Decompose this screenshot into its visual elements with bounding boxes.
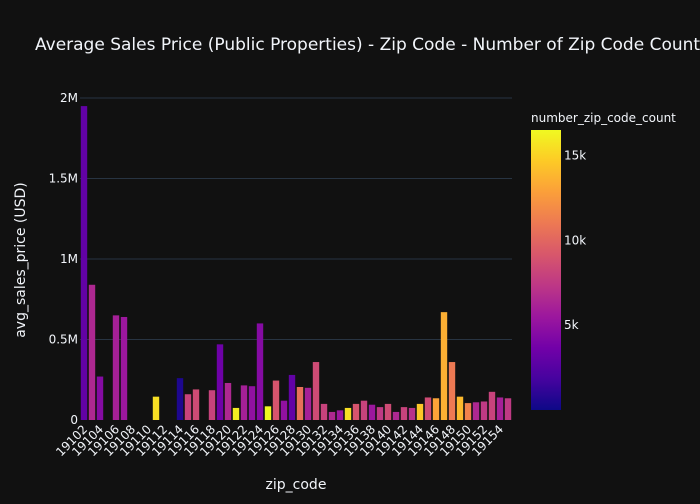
bar — [384, 403, 392, 420]
bar — [336, 410, 344, 420]
y-tick-label: 1M — [60, 252, 78, 266]
bar — [360, 400, 368, 420]
bar — [504, 398, 512, 420]
bar — [328, 411, 336, 420]
bar — [472, 402, 480, 420]
bar — [488, 391, 496, 420]
colorbar-tick-label: 15k — [564, 148, 586, 162]
bar — [408, 407, 416, 420]
y-axis-title: avg_sales_price (USD) — [13, 182, 29, 338]
bar — [320, 403, 328, 420]
y-axis-ticks: 0 0.5M 1M 1.5M 2M — [49, 91, 78, 427]
bar — [288, 374, 296, 420]
bar — [120, 316, 128, 420]
bar — [208, 390, 216, 420]
bar — [96, 376, 104, 420]
bar — [112, 315, 120, 420]
bar — [248, 386, 256, 420]
bar — [464, 403, 472, 420]
bar — [152, 396, 160, 420]
bar — [392, 411, 400, 420]
bar — [480, 401, 488, 420]
bars — [80, 106, 512, 420]
bar — [368, 404, 376, 420]
bar — [456, 396, 464, 420]
y-tick-label: 1.5M — [49, 172, 78, 186]
bar — [88, 284, 96, 420]
bar — [240, 385, 248, 420]
bar — [296, 387, 304, 420]
bar — [312, 362, 320, 420]
bar — [280, 400, 288, 420]
bar — [416, 403, 424, 420]
y-tick-label: 0 — [70, 413, 78, 427]
bar — [440, 312, 448, 420]
bar — [424, 397, 432, 420]
bar — [176, 378, 184, 420]
bar — [376, 407, 384, 420]
bar — [272, 380, 280, 420]
x-axis-title: zip_code — [266, 477, 327, 493]
y-tick-label: 2M — [60, 91, 78, 105]
colorbar-tick-label: 5k — [564, 318, 579, 332]
x-axis-ticks: 1910219104191061910819110191121911419116… — [53, 422, 506, 459]
bar — [184, 394, 192, 420]
bar — [344, 407, 352, 420]
bar — [80, 106, 88, 420]
bar — [224, 382, 232, 420]
colorbar-ticks: 5k 10k 15k — [564, 148, 586, 332]
chart-title: Average Sales Price (Public Properties) … — [35, 35, 700, 55]
bar — [432, 398, 440, 420]
bar — [400, 407, 408, 420]
bar — [264, 406, 272, 420]
y-tick-label: 0.5M — [49, 333, 78, 347]
bar — [304, 387, 312, 420]
bar — [232, 407, 240, 420]
colorbar-title: number_zip_code_count — [531, 111, 676, 125]
bar — [216, 344, 224, 420]
bar — [496, 397, 504, 420]
bar — [352, 403, 360, 420]
bar — [192, 389, 200, 420]
bar — [256, 323, 264, 420]
colorbar — [531, 130, 561, 410]
grid-lines — [80, 97, 512, 341]
colorbar-tick-label: 10k — [564, 233, 586, 247]
bar — [448, 362, 456, 420]
